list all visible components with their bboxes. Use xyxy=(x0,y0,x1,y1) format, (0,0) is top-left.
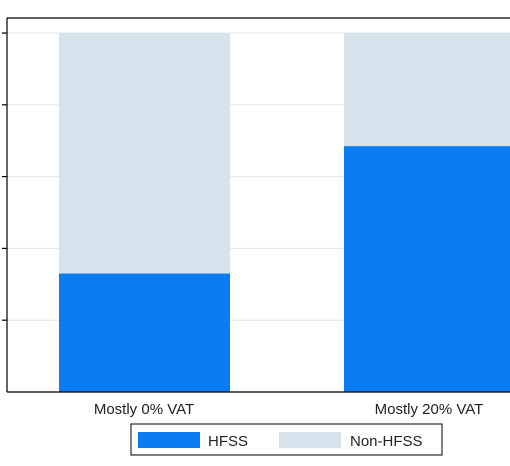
bar-non-hfss-1 xyxy=(344,33,510,147)
bars xyxy=(59,33,510,392)
x-tick-labels: Mostly 0% VAT Mostly 20% VAT xyxy=(94,401,483,418)
legend-swatch-non-hfss xyxy=(279,432,341,448)
legend-swatch-hfss xyxy=(138,432,200,448)
legend-label-non-hfss: Non-HFSS xyxy=(350,433,423,450)
x-tick-label: Mostly 0% VAT xyxy=(94,401,194,418)
bar-non-hfss-0 xyxy=(59,33,230,274)
axes xyxy=(6,17,510,393)
bar-hfss-1 xyxy=(344,146,510,392)
legend-label-hfss: HFSS xyxy=(208,433,248,450)
legend: HFSS Non-HFSS xyxy=(130,423,443,456)
bar-hfss-0 xyxy=(59,273,230,392)
y-ticks xyxy=(2,32,7,321)
x-tick-label: Mostly 20% VAT xyxy=(375,401,484,418)
